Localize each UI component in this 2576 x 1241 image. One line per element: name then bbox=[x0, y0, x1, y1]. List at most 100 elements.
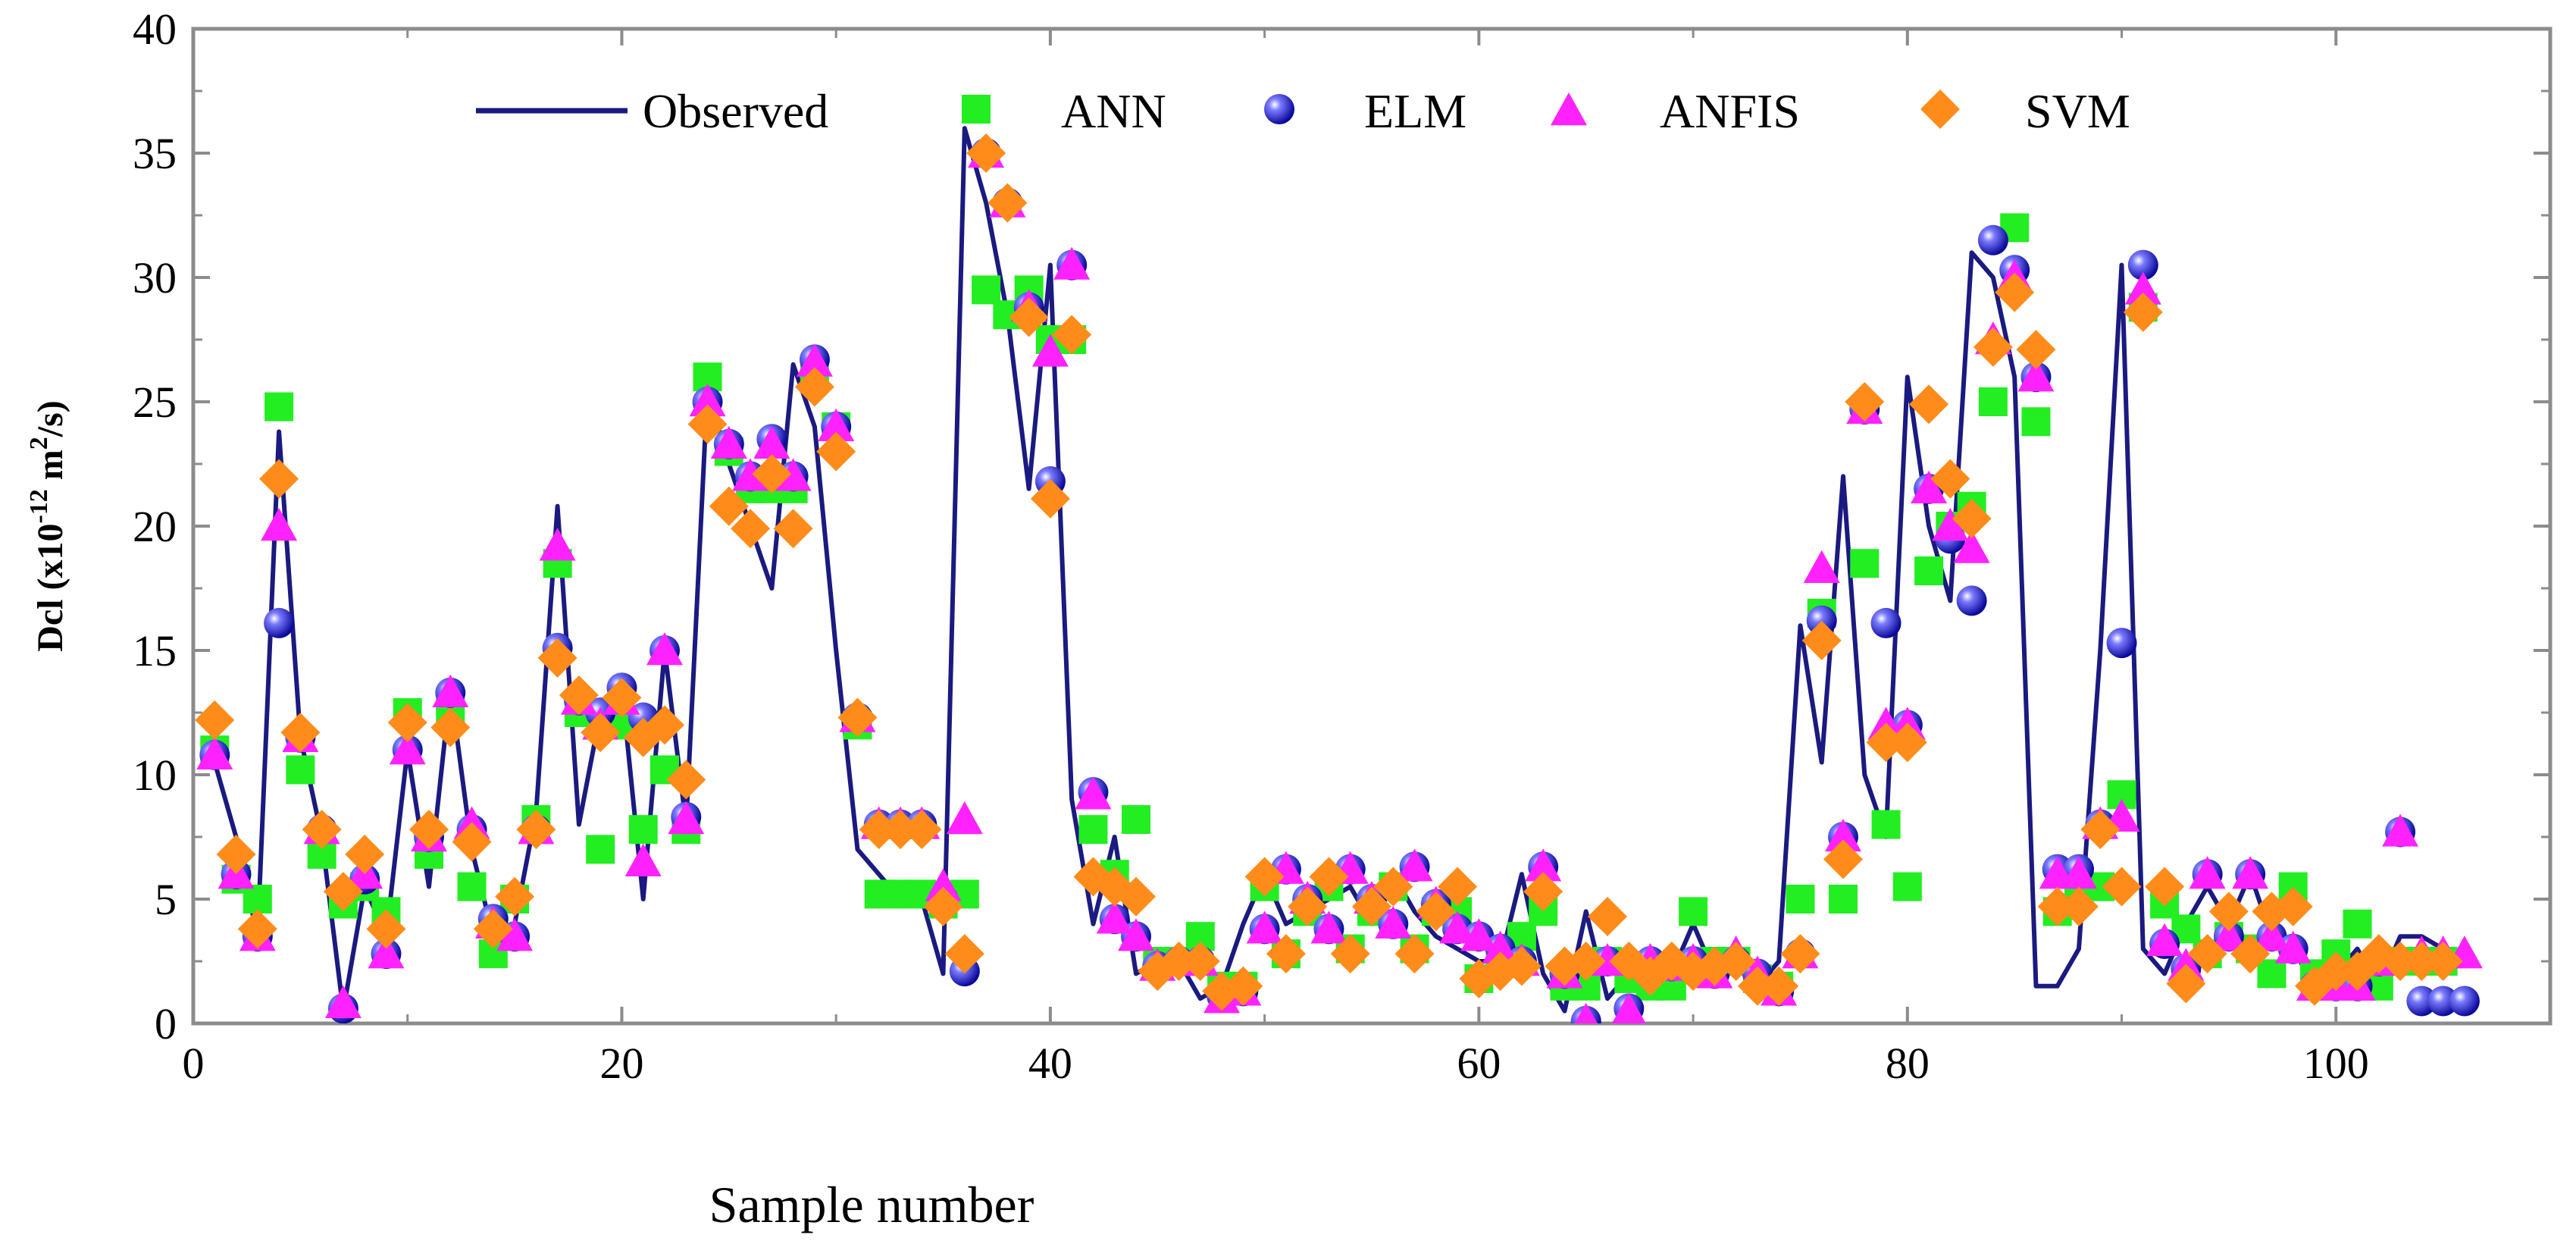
svm-point bbox=[302, 810, 342, 850]
elm-point bbox=[264, 607, 295, 638]
anfis-point bbox=[668, 801, 705, 835]
ann-point bbox=[628, 815, 658, 845]
anfis-point bbox=[2124, 271, 2161, 305]
anfis-point bbox=[775, 458, 812, 491]
svm-point bbox=[1223, 966, 1263, 1006]
svm-point bbox=[1523, 872, 1563, 912]
svm-point bbox=[923, 886, 963, 926]
anfis-point bbox=[1246, 910, 1283, 944]
svm-point bbox=[1780, 934, 1820, 974]
svm-point bbox=[237, 909, 277, 949]
legend: Observed ANN ELM ANFIS SVM bbox=[476, 84, 2130, 138]
svm-point bbox=[473, 909, 513, 949]
x-axis-title: Sample number bbox=[709, 1176, 1034, 1233]
ann-point bbox=[1786, 885, 1815, 914]
anfis-point bbox=[1825, 819, 1861, 852]
svm-point bbox=[988, 183, 1028, 223]
ann-point bbox=[586, 835, 615, 864]
svm-point bbox=[881, 810, 920, 850]
svm-point bbox=[1030, 478, 1070, 519]
y-tick-label: 40 bbox=[133, 5, 177, 54]
svm-point bbox=[452, 822, 492, 862]
svm-point bbox=[966, 133, 1006, 173]
svm-point bbox=[1995, 272, 2035, 312]
svm-point bbox=[2102, 867, 2142, 907]
elm-point bbox=[1870, 607, 1901, 638]
legend-ann-swatch bbox=[962, 95, 991, 124]
svm-point bbox=[2080, 810, 2121, 850]
svm-point bbox=[2016, 330, 2056, 370]
svm-point bbox=[2230, 934, 2271, 974]
x-tick-label: 40 bbox=[1028, 1039, 1072, 1088]
legend-anfis-swatch bbox=[1551, 92, 1587, 126]
svm-point bbox=[1373, 867, 1413, 907]
y-tick-label: 15 bbox=[133, 626, 177, 675]
svm-point bbox=[323, 872, 363, 912]
y-tick-label: 35 bbox=[133, 129, 177, 178]
legend-elm-swatch bbox=[1264, 94, 1294, 124]
svm-point bbox=[345, 834, 385, 874]
svm-point bbox=[430, 707, 471, 747]
svm-point bbox=[1052, 315, 1092, 355]
svm-point bbox=[1180, 942, 1220, 981]
ann-point bbox=[1122, 805, 1150, 835]
anfis-point bbox=[2061, 856, 2097, 889]
x-tick-label: 100 bbox=[2303, 1039, 2369, 1088]
anfis-point bbox=[1310, 910, 1347, 944]
svm-point bbox=[1009, 297, 1049, 337]
svm-point bbox=[1759, 966, 1799, 1006]
series-elm bbox=[199, 138, 2480, 1023]
y-tick-label: 25 bbox=[133, 378, 177, 427]
svm-point bbox=[1588, 896, 1627, 936]
svm-point bbox=[731, 509, 771, 549]
svm-point bbox=[2380, 942, 2421, 981]
legend-anfis-label: ANFIS bbox=[1660, 84, 1800, 138]
anfis-point bbox=[324, 985, 362, 1018]
anfis-point bbox=[2253, 918, 2290, 951]
x-tick-label: 80 bbox=[1886, 1039, 1930, 1088]
svm-point bbox=[2059, 886, 2099, 926]
svm-point bbox=[687, 404, 728, 444]
anfis-point bbox=[2017, 359, 2055, 392]
svm-point bbox=[1288, 886, 1328, 926]
y-tick-label: 30 bbox=[133, 253, 177, 302]
anfis-point bbox=[753, 425, 790, 459]
ann-point bbox=[972, 275, 1001, 305]
svm-point bbox=[816, 431, 856, 472]
y-tick-label: 5 bbox=[155, 875, 177, 924]
anfis-point bbox=[2382, 813, 2419, 847]
anfis-point bbox=[2274, 930, 2312, 964]
anfis-point bbox=[196, 736, 233, 769]
elm-point bbox=[2106, 628, 2137, 659]
svm-point bbox=[1801, 620, 1842, 660]
x-tick-label: 0 bbox=[183, 1039, 205, 1088]
svm-point bbox=[1866, 722, 1906, 763]
legend-svm-swatch bbox=[1920, 89, 1960, 129]
anfis-point bbox=[1525, 848, 1562, 882]
svm-point bbox=[794, 367, 834, 407]
series-svm bbox=[195, 133, 2463, 1011]
elm-point bbox=[1977, 224, 2008, 255]
anfis-point bbox=[1031, 334, 1069, 367]
ann-point bbox=[1871, 810, 1901, 839]
anfis-point bbox=[1803, 550, 1840, 583]
anfis-point bbox=[2232, 856, 2269, 889]
ann-point bbox=[1078, 815, 1108, 845]
svm-point bbox=[773, 509, 813, 549]
svm-point bbox=[1438, 867, 1478, 907]
svm-point bbox=[1823, 839, 1863, 879]
anfis-point bbox=[1611, 992, 1646, 1023]
ann-point bbox=[264, 392, 294, 422]
anfis-point bbox=[646, 632, 683, 666]
elm-point bbox=[2449, 986, 2480, 1017]
svm-point bbox=[280, 713, 321, 753]
anfis-point bbox=[496, 918, 534, 951]
elm-point bbox=[2127, 249, 2158, 280]
ann-point bbox=[286, 755, 315, 785]
ann-point bbox=[243, 885, 272, 914]
svm-point bbox=[581, 713, 621, 753]
anfis-point bbox=[925, 868, 962, 901]
ann-point bbox=[1850, 549, 1880, 578]
svm-point bbox=[859, 810, 899, 850]
